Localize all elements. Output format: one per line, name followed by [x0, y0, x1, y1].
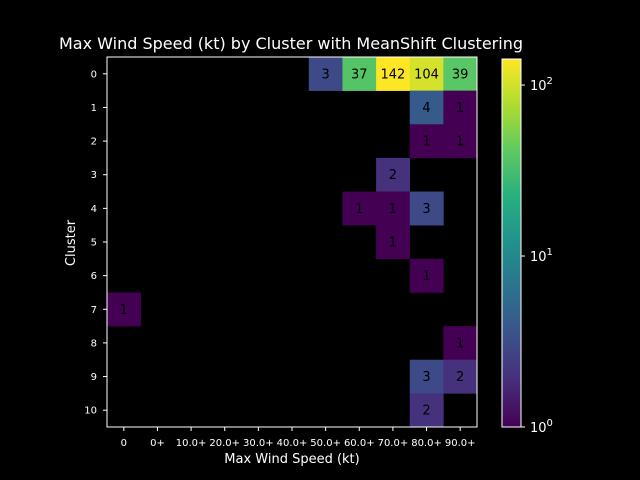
- heatmap-cell: [107, 292, 141, 327]
- cell-value-label: 104: [414, 67, 439, 82]
- heatmap-cell: [409, 258, 444, 293]
- y-tick-label: 4: [91, 204, 97, 215]
- colorbar-tick-base: 10: [530, 79, 547, 94]
- colorbar-tick-exponent: 1: [547, 247, 553, 258]
- heatmap-cell: [443, 124, 478, 159]
- colorbar-tick-base: 10: [530, 250, 547, 265]
- cell-value-label: 1: [456, 336, 464, 351]
- cell-value-label: 1: [422, 135, 430, 150]
- cell-value-label: 1: [456, 101, 464, 116]
- x-tick-label: 0: [121, 438, 127, 449]
- cell-value-label: 2: [456, 370, 464, 385]
- heatmap-cell: [443, 57, 478, 91]
- cell-value-label: 3: [422, 370, 430, 385]
- y-tick-label: 7: [91, 305, 97, 316]
- heatmap-cell: [308, 57, 343, 91]
- y-axis-ticks: 0 1 2 3 4 5 6 7 8 9 10: [84, 69, 107, 417]
- heatmap-cells: 3 37 142 104 39 4 1 1 1 2 1 1 3 1 1 1 1 3 2 2: [107, 57, 478, 428]
- cell-value-label: 1: [456, 135, 464, 150]
- x-axis-label: Max Wind Speed (kt): [224, 452, 359, 467]
- cell-value-label: 1: [422, 269, 430, 284]
- heatmap-cell: [409, 359, 444, 394]
- cell-value-label: 2: [422, 404, 430, 419]
- colorbar-tick-exponent: 0: [547, 418, 553, 429]
- cell-value-label: 1: [120, 303, 128, 318]
- y-tick-label: 5: [91, 238, 97, 249]
- colorbar-tick-label: 101: [530, 247, 553, 265]
- y-tick-label: 8: [91, 338, 97, 349]
- heatmap-cell: [409, 191, 444, 226]
- cell-value-label: 3: [422, 202, 430, 217]
- heatmap-cell: [409, 90, 444, 125]
- colorbar-tick-base: 10: [530, 421, 547, 436]
- y-tick-label: 1: [91, 103, 97, 114]
- heatmap-cell: [409, 393, 444, 428]
- x-tick-label: 40.0+: [277, 438, 308, 449]
- x-tick-label: 70.0+: [378, 438, 409, 449]
- colorbar-frame: [501, 58, 522, 428]
- y-tick-label: 2: [91, 137, 97, 148]
- x-tick-label: 20.0+: [209, 438, 240, 449]
- heatmap-cell: [409, 57, 444, 91]
- cell-value-label: 37: [351, 67, 368, 82]
- x-tick-label: 10.0+: [176, 438, 207, 449]
- x-tick-label: 90.0+: [445, 438, 476, 449]
- cell-value-label: 1: [389, 202, 397, 217]
- y-tick-label: 3: [91, 170, 97, 181]
- x-tick-label: 80.0+: [411, 438, 442, 449]
- cell-value-label: 2: [389, 168, 397, 183]
- cell-value-label: 1: [355, 202, 363, 217]
- cell-value-label: 142: [380, 67, 405, 82]
- heatmap-cell: [342, 191, 377, 226]
- y-axis-label: Cluster: [64, 219, 79, 266]
- x-tick-label: 60.0+: [344, 438, 375, 449]
- colorbar-tick-exponent: 2: [547, 76, 553, 87]
- heatmap-cell: [376, 225, 411, 260]
- y-tick-label: 10: [84, 406, 97, 417]
- y-tick-label: 0: [91, 69, 97, 80]
- heatmap-cell: [443, 359, 478, 394]
- colorbar-tick-label: 100: [530, 418, 553, 436]
- heatmap-cell: [443, 90, 478, 125]
- cell-value-label: 1: [389, 236, 397, 251]
- x-tick-label: 30.0+: [243, 438, 274, 449]
- x-tick-label: 50.0+: [310, 438, 341, 449]
- x-axis-ticks: 0 0+ 10.0+ 20.0+ 30.0+ 40.0+ 50.0+ 60.0+ 70.0+ 80…: [121, 427, 476, 449]
- heatmap-cell: [376, 191, 411, 226]
- chart-title: Max Wind Speed (kt) by Cluster with Mean…: [59, 34, 523, 53]
- y-tick-label: 9: [91, 372, 97, 383]
- heatmap-cell: [376, 57, 411, 91]
- cell-value-label: 39: [452, 67, 469, 82]
- colorbar-tick-label: 102: [530, 76, 553, 94]
- heatmap-cell: [342, 57, 377, 91]
- cell-value-label: 3: [321, 67, 329, 82]
- heatmap-cell: [443, 326, 478, 361]
- x-tick-label: 0+: [150, 438, 165, 449]
- heatmap-cell: [376, 157, 411, 192]
- cell-value-label: 4: [422, 101, 430, 116]
- y-tick-label: 6: [91, 271, 97, 282]
- heatmap-cell: [409, 124, 444, 159]
- colorbar-gradient: [502, 59, 521, 427]
